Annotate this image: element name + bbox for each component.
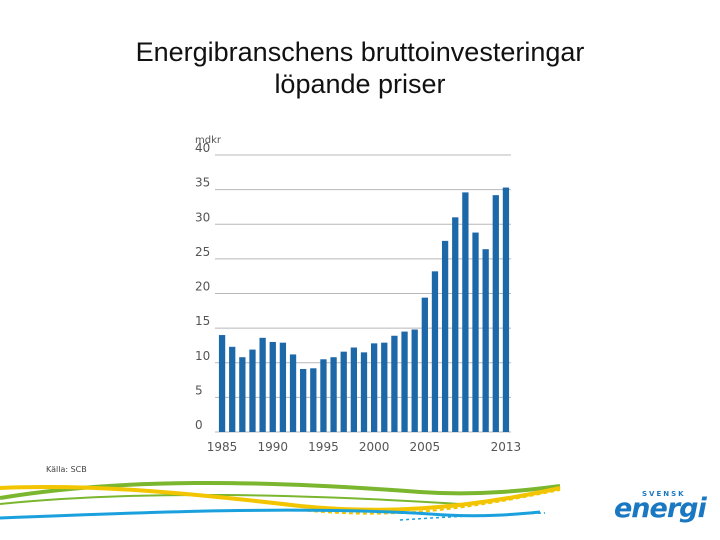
bar-2008 [452, 217, 459, 432]
bar-2000 [370, 343, 378, 432]
bar-2012 [492, 195, 499, 432]
bar-1987 [239, 357, 246, 432]
bar-1989 [259, 337, 266, 432]
bar-1997 [340, 351, 347, 432]
y-tick-label: 20 [195, 280, 210, 294]
footer-wave-decoration [0, 480, 561, 521]
bar-2011 [482, 249, 489, 432]
title-line-2: löpande priser [274, 69, 446, 99]
bar-1988 [249, 349, 256, 432]
bar-1999 [360, 352, 368, 432]
bar-1985 [218, 335, 226, 432]
bar-1998 [350, 347, 358, 432]
yellow-wave-stripe [0, 484, 561, 512]
x-tick-label: 1995 [308, 440, 339, 454]
logo-big-text: energi [614, 493, 707, 524]
y-tick-label: 30 [195, 210, 210, 224]
bars [218, 187, 510, 432]
x-tick-label: 2000 [359, 440, 390, 454]
y-tick-label: 10 [195, 349, 210, 363]
y-tick-label: 15 [195, 314, 210, 328]
y-tick-label: 25 [195, 245, 210, 259]
source-note: Källa: SCB [46, 465, 87, 474]
green-wave-stripe-2 [0, 493, 461, 505]
x-tick-label: 1985 [207, 440, 238, 454]
bar-1990 [269, 341, 276, 432]
x-tick-label: 2013 [491, 440, 522, 454]
title-line-1: Energibranschens bruttoinvesteringar [135, 37, 585, 67]
logo-small-text: SVENSK [642, 490, 686, 498]
bar-1995 [320, 359, 327, 432]
y-axis-labels: 0 5 10 15 20 25 30 35 40 [195, 141, 210, 432]
bar-1996 [330, 357, 337, 432]
yellow-wave-stripe-dashed [299, 489, 561, 515]
bar-2001 [381, 342, 388, 432]
y-tick-label: 40 [195, 141, 210, 155]
svensk-energi-logo: SVENSK energi [608, 490, 708, 524]
x-tick-label: 2005 [410, 440, 441, 454]
bar-2010 [472, 232, 479, 432]
y-tick-label: 35 [195, 176, 210, 190]
bar-1993 [300, 368, 307, 432]
x-axis-labels: 1985 1990 1995 2000 2005 2013 [207, 440, 521, 454]
bar-2003 [401, 331, 408, 432]
bar-2007 [441, 240, 449, 432]
y-tick-label: 5 [195, 383, 203, 397]
bar-1991 [279, 342, 287, 432]
bar-2002 [391, 335, 398, 432]
blue-wave-stripe [0, 508, 541, 520]
bar-1994 [310, 368, 317, 432]
y-tick-label: 0 [195, 418, 203, 432]
blue-wave-stripe-dashed [399, 512, 546, 521]
bar-chart: 0 5 10 15 20 25 30 35 40 1985 1990 1995 2000 2005 201… [195, 135, 521, 454]
y-axis-unit-label: mdkr [195, 135, 222, 146]
bar-2005 [421, 297, 428, 432]
bar-1992 [289, 354, 297, 432]
bar-2004 [411, 329, 418, 432]
bar-2013 [502, 187, 510, 432]
bar-1986 [229, 346, 236, 432]
slide-title: Energibranschens bruttoinvesteringar löp… [0, 36, 720, 100]
bar-2009 [462, 192, 469, 432]
x-tick-label: 1990 [257, 440, 288, 454]
bar-2006 [431, 271, 439, 432]
